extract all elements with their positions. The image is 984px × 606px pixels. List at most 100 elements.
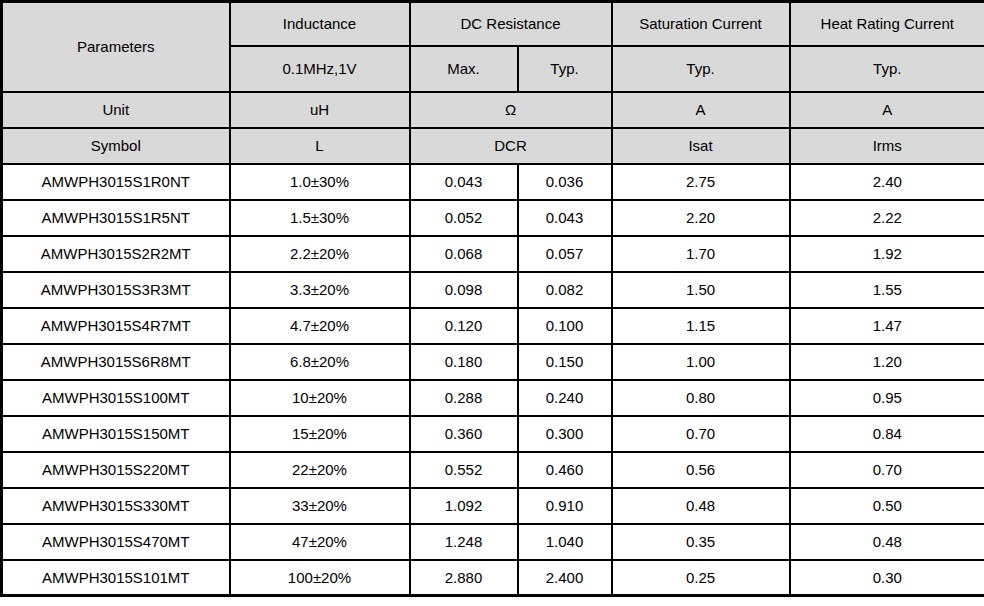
- unit-row: Unit uH Ω A A: [2, 92, 984, 128]
- cell-irms: 2.40: [790, 164, 984, 200]
- cell-symbol: AMWPH3015S2R2MT: [2, 236, 230, 272]
- inductor-spec-table: Parameters Inductance DC Resistance Satu…: [0, 0, 984, 597]
- cell-isat: 2.20: [612, 200, 790, 236]
- cell-irms: 1.55: [790, 272, 984, 308]
- cell-symbol: AMWPH3015S4R7MT: [2, 308, 230, 344]
- cell-dcr-max: 0.120: [410, 308, 518, 344]
- cell-irms: 0.48: [790, 524, 984, 560]
- table-row: AMWPH3015S150MT15±20%0.3600.3000.700.84: [2, 416, 984, 452]
- table-row: AMWPH3015S4R7MT4.7±20%0.1200.1001.151.47: [2, 308, 984, 344]
- cell-inductance: 22±20%: [230, 452, 410, 488]
- cell-inductance: 100±20%: [230, 560, 410, 596]
- cell-inductance: 1.5±30%: [230, 200, 410, 236]
- symbol-dcr: DCR: [410, 128, 612, 164]
- symbol-inductance: L: [230, 128, 410, 164]
- header-inductance: Inductance: [230, 2, 410, 46]
- header-saturation-current: Saturation Current: [612, 2, 790, 46]
- cell-dcr-typ: 0.082: [518, 272, 612, 308]
- cell-dcr-typ: 0.100: [518, 308, 612, 344]
- cell-isat: 2.75: [612, 164, 790, 200]
- cell-symbol: AMWPH3015S101MT: [2, 560, 230, 596]
- unit-isat: A: [612, 92, 790, 128]
- cell-symbol: AMWPH3015S100MT: [2, 380, 230, 416]
- cell-isat: 1.00: [612, 344, 790, 380]
- cell-symbol: AMWPH3015S150MT: [2, 416, 230, 452]
- cell-irms: 1.47: [790, 308, 984, 344]
- cell-irms: 1.20: [790, 344, 984, 380]
- cell-dcr-max: 1.092: [410, 488, 518, 524]
- table-row: AMWPH3015S100MT10±20%0.2880.2400.800.95: [2, 380, 984, 416]
- cell-dcr-max: 0.360: [410, 416, 518, 452]
- symbol-label: Symbol: [2, 128, 230, 164]
- cell-symbol: AMWPH3015S330MT: [2, 488, 230, 524]
- unit-label: Unit: [2, 92, 230, 128]
- table-row: AMWPH3015S470MT47±20%1.2481.0400.350.48: [2, 524, 984, 560]
- cell-symbol: AMWPH3015S1R0NT: [2, 164, 230, 200]
- table-row: AMWPH3015S3R3MT3.3±20%0.0980.0821.501.55: [2, 272, 984, 308]
- table-row: AMWPH3015S6R8MT6.8±20%0.1800.1501.001.20: [2, 344, 984, 380]
- header-row-1: Parameters Inductance DC Resistance Satu…: [2, 2, 984, 46]
- table-row: AMWPH3015S220MT22±20%0.5520.4600.560.70: [2, 452, 984, 488]
- header-dcr-max: Max.: [410, 46, 518, 92]
- cell-dcr-typ: 0.910: [518, 488, 612, 524]
- cell-dcr-typ: 0.057: [518, 236, 612, 272]
- header-saturation-typ: Typ.: [612, 46, 790, 92]
- cell-inductance: 15±20%: [230, 416, 410, 452]
- cell-irms: 0.30: [790, 560, 984, 596]
- cell-irms: 2.22: [790, 200, 984, 236]
- cell-isat: 0.48: [612, 488, 790, 524]
- header-heat-rating-current: Heat Rating Current: [790, 2, 984, 46]
- cell-dcr-max: 0.068: [410, 236, 518, 272]
- cell-inductance: 10±20%: [230, 380, 410, 416]
- table-row: AMWPH3015S101MT100±20%2.8802.4000.250.30: [2, 560, 984, 596]
- cell-dcr-typ: 0.460: [518, 452, 612, 488]
- header-dc-resistance: DC Resistance: [410, 2, 612, 46]
- cell-inductance: 6.8±20%: [230, 344, 410, 380]
- cell-dcr-max: 0.052: [410, 200, 518, 236]
- cell-symbol: AMWPH3015S470MT: [2, 524, 230, 560]
- header-parameters: Parameters: [2, 2, 230, 92]
- cell-dcr-typ: 1.040: [518, 524, 612, 560]
- cell-dcr-typ: 0.300: [518, 416, 612, 452]
- cell-symbol: AMWPH3015S1R5NT: [2, 200, 230, 236]
- cell-symbol: AMWPH3015S6R8MT: [2, 344, 230, 380]
- table-row: AMWPH3015S2R2MT2.2±20%0.0680.0571.701.92: [2, 236, 984, 272]
- cell-isat: 1.50: [612, 272, 790, 308]
- cell-inductance: 47±20%: [230, 524, 410, 560]
- cell-dcr-max: 0.552: [410, 452, 518, 488]
- cell-symbol: AMWPH3015S3R3MT: [2, 272, 230, 308]
- cell-dcr-max: 1.248: [410, 524, 518, 560]
- cell-irms: 1.92: [790, 236, 984, 272]
- spec-table-header: Parameters Inductance DC Resistance Satu…: [2, 2, 984, 164]
- spec-table-body: AMWPH3015S1R0NT1.0±30%0.0430.0362.752.40…: [2, 164, 984, 596]
- cell-dcr-typ: 0.036: [518, 164, 612, 200]
- unit-irms: A: [790, 92, 984, 128]
- unit-inductance: uH: [230, 92, 410, 128]
- cell-dcr-typ: 0.240: [518, 380, 612, 416]
- symbol-row: Symbol L DCR Isat Irms: [2, 128, 984, 164]
- header-heat-typ: Typ.: [790, 46, 984, 92]
- cell-isat: 1.70: [612, 236, 790, 272]
- header-inductance-condition: 0.1MHz,1V: [230, 46, 410, 92]
- cell-isat: 0.80: [612, 380, 790, 416]
- cell-inductance: 3.3±20%: [230, 272, 410, 308]
- cell-inductance: 2.2±20%: [230, 236, 410, 272]
- symbol-isat: Isat: [612, 128, 790, 164]
- cell-isat: 0.35: [612, 524, 790, 560]
- cell-dcr-max: 0.288: [410, 380, 518, 416]
- cell-isat: 1.15: [612, 308, 790, 344]
- cell-irms: 0.50: [790, 488, 984, 524]
- header-dcr-typ: Typ.: [518, 46, 612, 92]
- cell-inductance: 33±20%: [230, 488, 410, 524]
- cell-irms: 0.70: [790, 452, 984, 488]
- cell-dcr-typ: 2.400: [518, 560, 612, 596]
- cell-inductance: 4.7±20%: [230, 308, 410, 344]
- cell-dcr-max: 0.180: [410, 344, 518, 380]
- cell-isat: 0.25: [612, 560, 790, 596]
- cell-dcr-typ: 0.150: [518, 344, 612, 380]
- cell-dcr-max: 0.098: [410, 272, 518, 308]
- unit-dcr: Ω: [410, 92, 612, 128]
- cell-isat: 0.70: [612, 416, 790, 452]
- cell-dcr-max: 2.880: [410, 560, 518, 596]
- symbol-irms: Irms: [790, 128, 984, 164]
